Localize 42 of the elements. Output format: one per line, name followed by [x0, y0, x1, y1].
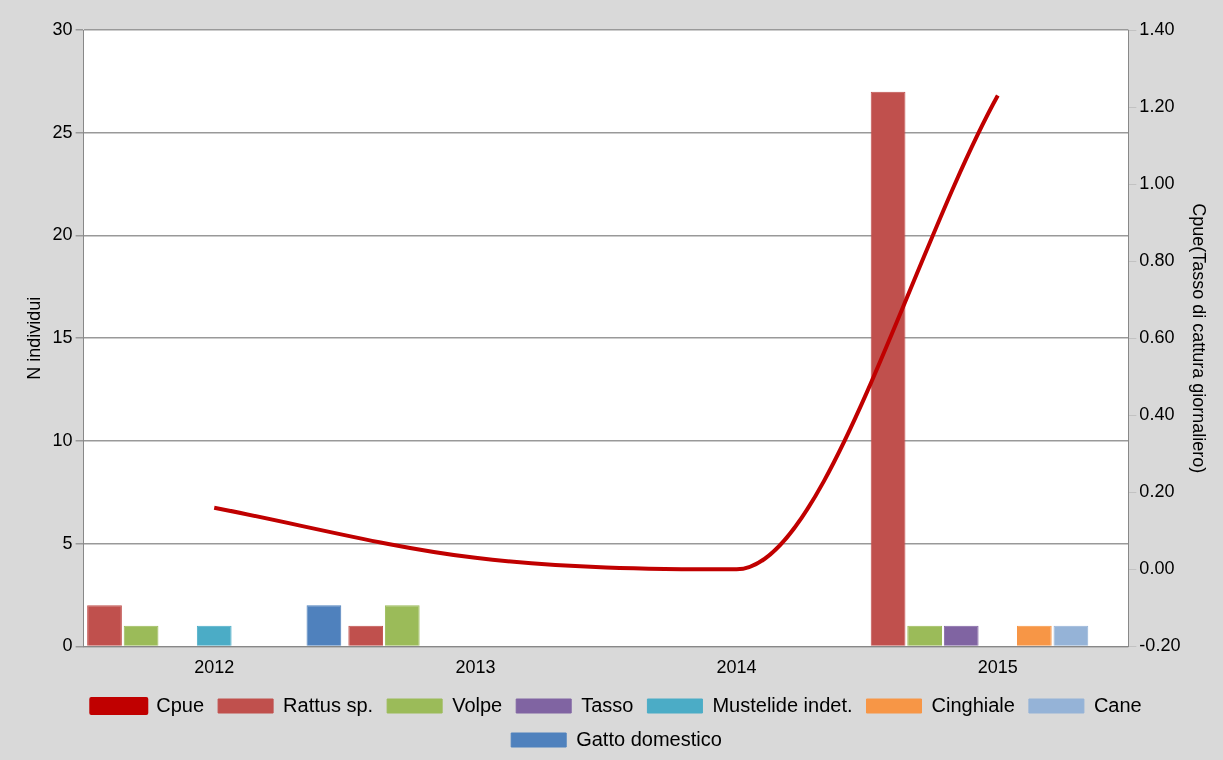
legend-label: Volpe [452, 693, 503, 716]
legend-label: Mustelide indet. [712, 693, 853, 716]
bar [1053, 625, 1089, 646]
legend-label: Tasso [581, 693, 634, 716]
bar [123, 625, 159, 646]
legend-label: Cinghiale [931, 693, 1015, 716]
y-axis-title: N individui [23, 296, 44, 380]
bar [907, 625, 943, 646]
y2-tick-label: 1.20 [1139, 96, 1175, 117]
y-tick-label: 15 [52, 327, 73, 348]
x-tick-label: 2012 [194, 657, 235, 678]
y2-tick-label: 0.60 [1139, 327, 1175, 348]
y-tick-label: 20 [52, 224, 73, 245]
y-tick-label: 10 [52, 429, 73, 450]
y-tick-label: 0 [62, 635, 73, 656]
legend-label: Rattus sp. [283, 693, 374, 716]
x-tick-label: 2014 [716, 657, 757, 678]
bar [196, 625, 232, 646]
bar [943, 625, 979, 646]
y2-tick-label: 0.80 [1139, 250, 1175, 271]
bar [87, 605, 122, 646]
y-tick-label: 5 [62, 532, 73, 553]
legend-label: Cane [1093, 693, 1142, 716]
y2-axis-title: Cpue(Tasso di cattura giornaliero) [1189, 203, 1210, 474]
y2-tick-label: 0.00 [1139, 558, 1175, 579]
y2-tick-label: 1.00 [1139, 173, 1175, 194]
bar [306, 605, 342, 646]
y2-tick-label: 0.40 [1139, 404, 1175, 425]
x-tick-label: 2013 [455, 657, 496, 678]
y2-tick-label: 0.20 [1139, 481, 1175, 502]
bar [348, 625, 384, 646]
bar [384, 605, 420, 646]
y2-tick-label: 1.40 [1139, 18, 1175, 39]
y-tick-label: 25 [52, 121, 73, 142]
legend-label: Gatto domestico [576, 727, 722, 750]
x-tick-label: 2015 [977, 657, 1018, 678]
bar [870, 91, 906, 646]
bar [1016, 625, 1052, 646]
legend-label: Cpue [156, 693, 205, 716]
y-tick-label: 30 [52, 18, 73, 39]
y2-tick-label: -0.20 [1139, 635, 1181, 656]
line-series [212, 93, 1000, 572]
